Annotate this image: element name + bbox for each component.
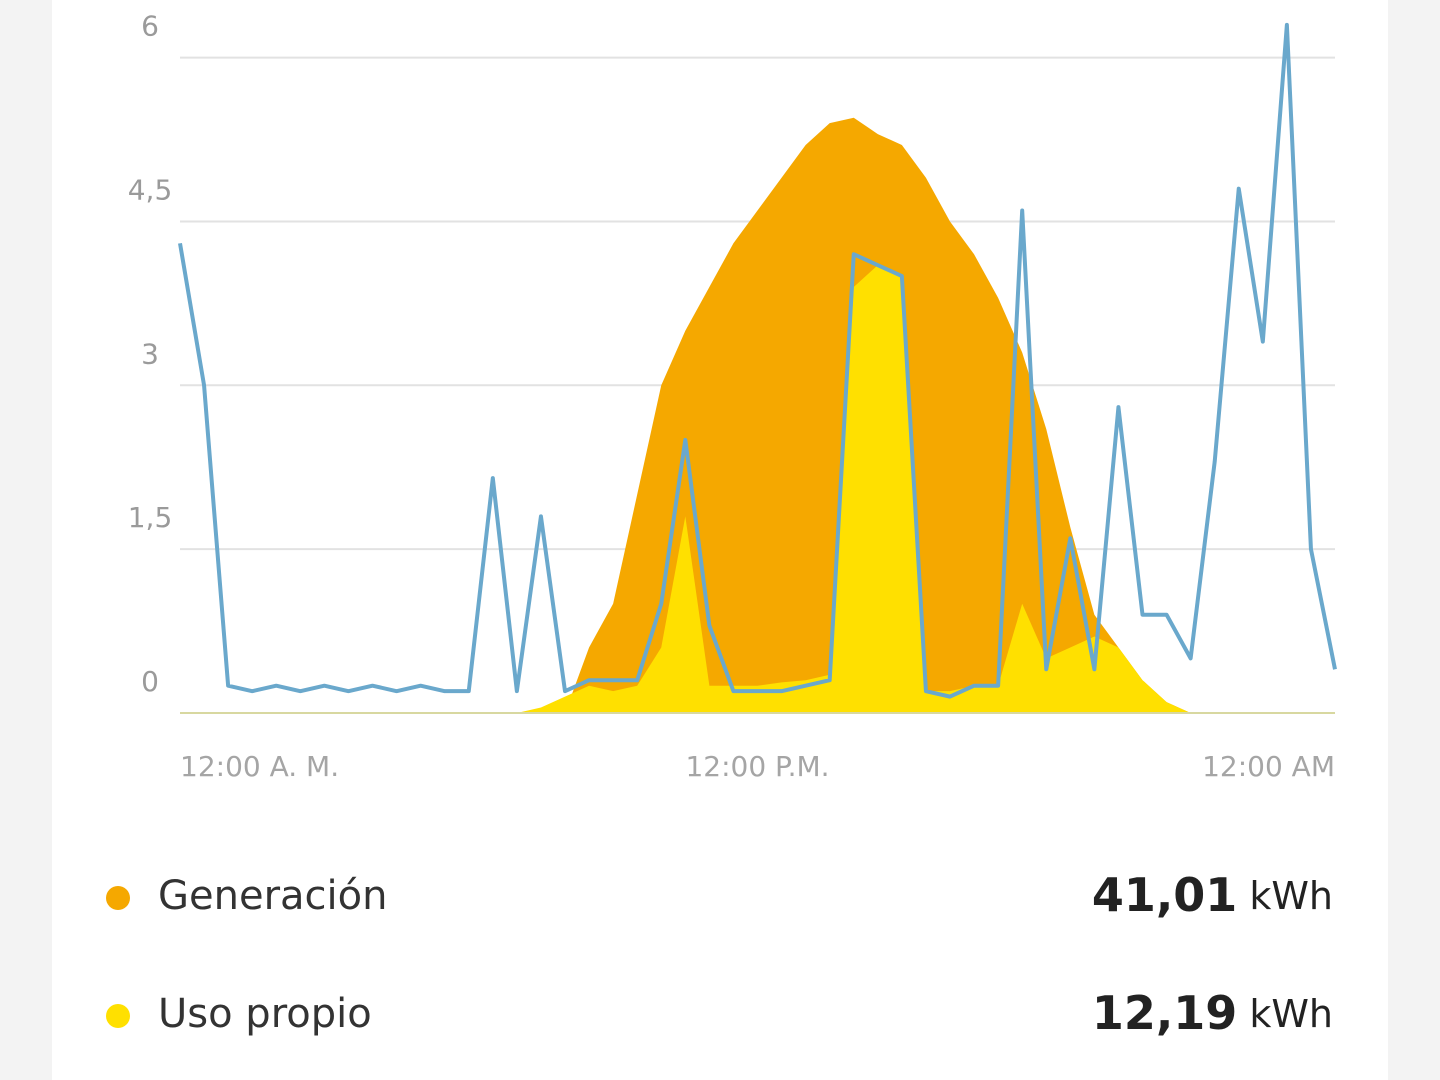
total-unit: kWh [1249,992,1333,1036]
legend-label: Uso propio [158,991,372,1037]
legend-dot [106,1004,130,1028]
line [178,22,1337,699]
total-value: 41,01 [1092,868,1238,922]
x-tick-label: 12:00 A. M. [180,750,339,783]
total-value: 12,19 [1092,986,1238,1040]
y-tick-label: 6 [141,10,159,43]
legend-dot [106,886,130,910]
y-tick-label: 4,5 [128,173,173,206]
legend-label: Generación [158,873,387,919]
y-tick-label: 0 [141,665,159,698]
area [180,117,1335,713]
x-tick-label: 12:00 P.M. [685,750,829,783]
x-tick-label: 12:00 AM [1202,750,1335,783]
plot: 0 1,5 3 4,5 6 12:00 A. M. 12:00 P.M. 12:00 AM [128,10,1337,783]
legend-total: 41,01 kWh [1092,868,1333,922]
total-unit: kWh [1249,874,1333,918]
y-tick-label: 3 [141,337,159,370]
legend-total: 12,19 kWh [1092,986,1333,1040]
y-tick-label: 1,5 [128,501,173,534]
